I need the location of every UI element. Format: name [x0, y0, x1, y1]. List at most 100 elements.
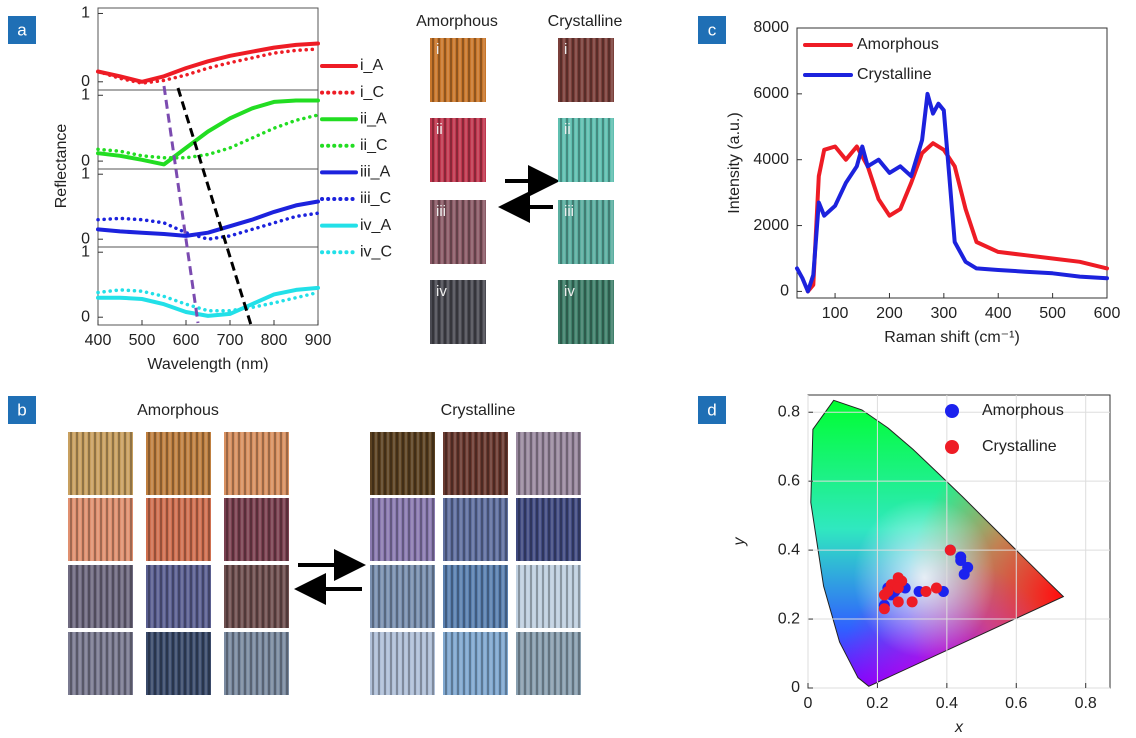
image-tile: [370, 498, 435, 561]
y-tick-label: 1: [81, 5, 90, 22]
x-axis-label: Raman shift (cm⁻¹): [884, 329, 1020, 346]
x-axis-label: Wavelength (nm): [147, 356, 268, 373]
tile-label: iv: [564, 283, 575, 300]
data-line: [96, 113, 320, 160]
legend-label: Amorphous: [857, 36, 939, 53]
y-tick-label: 0.6: [778, 472, 800, 489]
x-tick-label: 500: [1039, 305, 1066, 322]
x-tick-label: 0.6: [1005, 695, 1027, 712]
x-tick-label: 0.4: [936, 695, 958, 712]
image-tile: [224, 632, 289, 695]
data-point: [955, 554, 967, 566]
y-tick-label: 0: [81, 308, 90, 325]
panel-label: a: [17, 20, 27, 39]
image-tile: [558, 280, 614, 344]
panel-label-box: [8, 16, 36, 44]
image-tile: [516, 632, 581, 695]
image-tile: [370, 565, 435, 628]
legend-label: iv_A: [360, 217, 391, 234]
y-axis-label: y: [731, 537, 748, 547]
data-point: [962, 561, 974, 573]
chromaticity-gamut: [810, 399, 1065, 687]
image-tile: [516, 498, 581, 561]
data-line: [805, 141, 1109, 294]
image-tile: [443, 432, 508, 495]
x-axis-label: x: [954, 719, 964, 736]
legend-label: Crystalline: [857, 66, 932, 83]
data-line: [96, 288, 320, 313]
x-tick-label: 600: [1094, 305, 1121, 322]
legend-label: ii_C: [360, 137, 388, 154]
y-axis-label: Reflectance: [53, 124, 70, 209]
x-tick-label: 300: [930, 305, 957, 322]
tile-label: i: [436, 41, 439, 58]
legend-label: ii_A: [360, 110, 387, 127]
panel-label-box: [698, 16, 726, 44]
data-point: [944, 544, 956, 556]
column-header: Amorphous: [137, 402, 219, 419]
image-tile: [68, 432, 133, 495]
x-tick-label: 200: [876, 305, 903, 322]
x-tick-label: 0.8: [1075, 695, 1097, 712]
x-tick-label: 100: [822, 305, 849, 322]
column-header: Amorphous: [416, 13, 498, 30]
x-tick-label: 900: [305, 332, 332, 349]
image-tile: [68, 632, 133, 695]
tile-label: ii: [564, 121, 571, 138]
data-point: [892, 582, 904, 594]
data-point: [882, 585, 894, 597]
image-tile: [224, 432, 289, 495]
x-tick-label: 400: [985, 305, 1012, 322]
chart: 0 1 ii_A ii_C: [81, 86, 388, 170]
data-line: [96, 41, 320, 84]
data-line: [96, 47, 320, 85]
panel-label: d: [707, 400, 716, 419]
image-tile: [443, 498, 508, 561]
image-tile: [370, 632, 435, 695]
y-tick-label: 4000: [753, 151, 789, 168]
image-tile: [146, 632, 211, 695]
y-tick-label: 0: [791, 679, 800, 696]
y-tick-label: 0.4: [778, 541, 800, 558]
legend-label: iii_C: [360, 190, 391, 207]
legend-label: Amorphous: [982, 402, 1064, 419]
tile-label: iii: [436, 203, 446, 220]
chart: 0 1 iii_A iii_C: [81, 164, 391, 248]
column-header: Crystalline: [548, 13, 623, 30]
y-tick-label: 0: [81, 230, 90, 247]
plot-frame: [796, 27, 1108, 299]
image-tile: [224, 498, 289, 561]
legend-marker: [945, 440, 959, 454]
panel-label: c: [708, 20, 717, 39]
legend-label: i_A: [360, 57, 383, 74]
column-header: Crystalline: [441, 402, 516, 419]
y-tick-label: 1: [81, 86, 90, 103]
tile-label: i: [564, 41, 567, 58]
chart: 01i_Ai_C: [81, 5, 384, 101]
image-tile: [558, 118, 614, 182]
y-tick-label: 6000: [753, 85, 789, 102]
data-point: [920, 585, 932, 597]
image-tile: [146, 498, 211, 561]
panel-label: b: [17, 400, 26, 419]
image-tile: [68, 498, 133, 561]
image-tile: [146, 432, 211, 495]
legend-label: iv_C: [360, 243, 392, 260]
tile-label: iv: [436, 283, 447, 300]
y-tick-label: 0.2: [778, 610, 800, 627]
x-tick-label: 700: [217, 332, 244, 349]
data-line: [96, 285, 320, 318]
image-tile: [558, 200, 614, 264]
panel-label-box: [8, 396, 36, 424]
legend-label: i_C: [360, 84, 384, 101]
guide-line: [162, 85, 200, 324]
image-tile: [516, 565, 581, 628]
image-tile: [370, 432, 435, 495]
y-axis-label: Intensity (a.u.): [726, 112, 743, 213]
x-tick-label: 0: [804, 695, 813, 712]
y-tick-label: 0: [81, 73, 90, 90]
y-tick-label: 1: [81, 243, 90, 260]
data-line: [96, 199, 320, 238]
x-tick-label: 0.2: [866, 695, 888, 712]
